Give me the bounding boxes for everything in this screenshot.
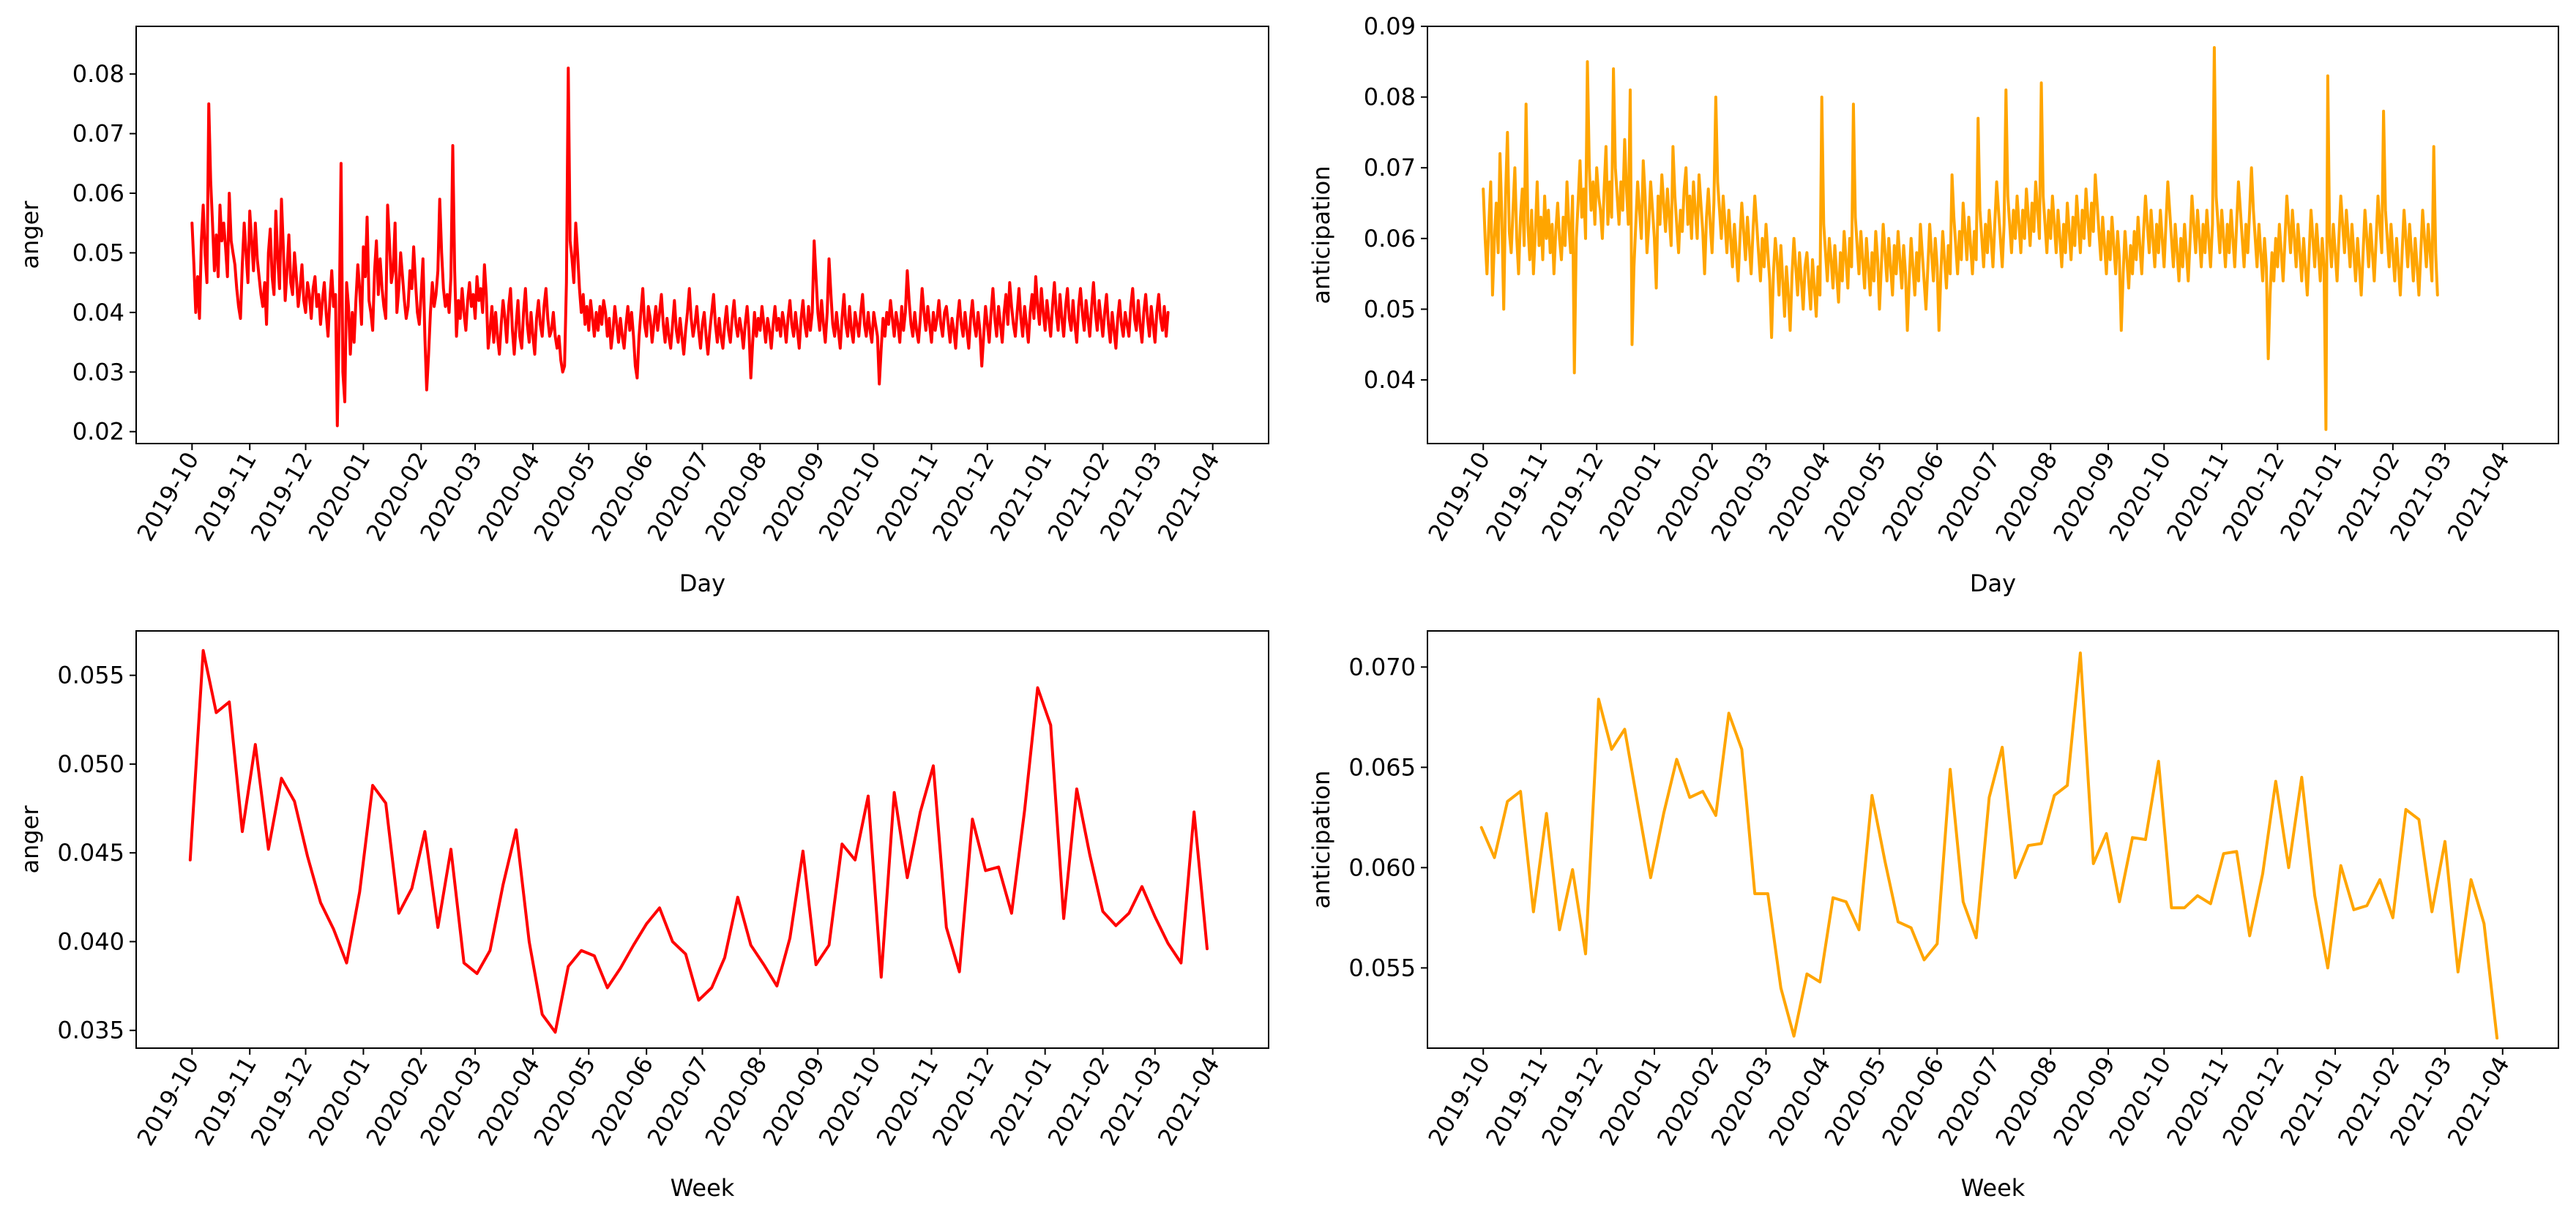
y-tick-label: 0.055 xyxy=(57,662,124,689)
x-axis-label: Week xyxy=(671,1174,735,1202)
y-tick-label: 0.040 xyxy=(57,927,124,955)
y-tick-label: 0.035 xyxy=(57,1017,124,1044)
y-tick-label: 0.04 xyxy=(1364,366,1416,394)
x-axis-label: Day xyxy=(1970,569,2016,597)
series-line-anger xyxy=(190,67,1170,427)
y-tick-label: 0.055 xyxy=(1348,954,1416,982)
series-line-anger xyxy=(188,648,1209,1034)
series-line-anticipation xyxy=(1479,651,2499,1040)
y-tick-label: 0.070 xyxy=(1348,653,1416,681)
y-axis-label: anticipation xyxy=(1307,770,1335,908)
x-axis-label: Day xyxy=(679,569,725,597)
y-tick-label: 0.02 xyxy=(72,418,124,446)
x-axis-label: Week xyxy=(1961,1174,2026,1202)
y-axis-label: anger xyxy=(16,805,44,874)
y-tick-label: 0.04 xyxy=(72,299,124,326)
y-tick-label: 0.06 xyxy=(1364,225,1416,253)
y-tick-label: 0.060 xyxy=(1348,853,1416,881)
y-tick-label: 0.065 xyxy=(1348,753,1416,781)
y-tick-label: 0.09 xyxy=(1364,12,1416,40)
y-tick-label: 0.05 xyxy=(72,239,124,266)
y-tick-label: 0.06 xyxy=(72,179,124,207)
y-tick-label: 0.07 xyxy=(72,120,124,148)
y-tick-label: 0.08 xyxy=(72,60,124,88)
y-tick-label: 0.05 xyxy=(1364,295,1416,323)
y-tick-label: 0.08 xyxy=(1364,83,1416,111)
y-tick-label: 0.07 xyxy=(1364,154,1416,182)
y-axis-label: anticipation xyxy=(1307,165,1335,304)
series-line-anticipation xyxy=(1482,46,2439,431)
y-tick-label: 0.045 xyxy=(57,839,124,867)
y-tick-label: 0.050 xyxy=(57,750,124,778)
y-tick-label: 0.03 xyxy=(72,358,124,386)
y-axis-label: anger xyxy=(16,201,44,269)
